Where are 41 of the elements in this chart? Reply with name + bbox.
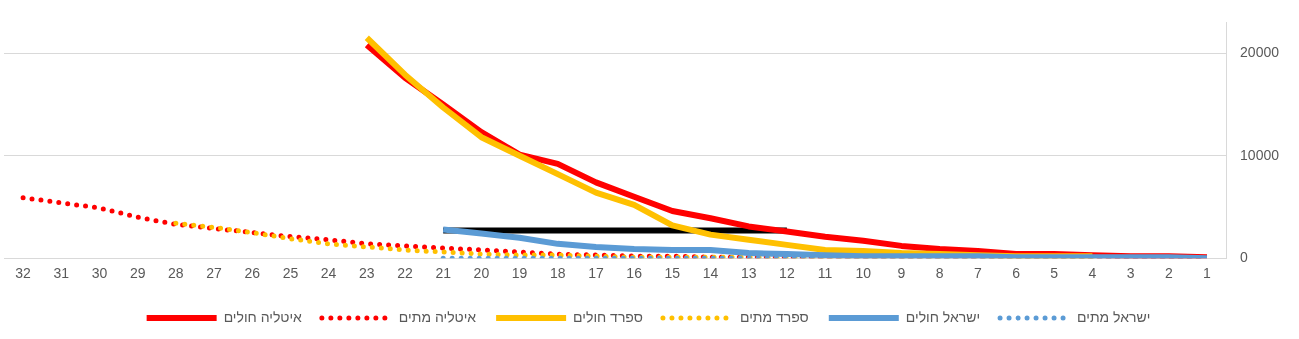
x-tick-label: 5 — [1050, 265, 1059, 282]
legend-label: ספרד מתים — [739, 308, 809, 325]
x-tick-label: 32 — [15, 265, 32, 282]
x-tick-label: 3 — [1126, 265, 1135, 282]
x-tick-label: 19 — [511, 265, 528, 282]
x-tick-label: 12 — [779, 265, 795, 282]
x-tick-label: 16 — [626, 265, 643, 282]
x-tick-label: 28 — [168, 265, 184, 282]
x-tick-label: 1 — [1203, 265, 1212, 282]
legend-label: ישראל מתים — [1077, 308, 1151, 325]
x-tick-label: 31 — [53, 265, 70, 282]
y-tick-label: 10000 — [1240, 146, 1280, 163]
x-tick-label: 27 — [206, 265, 223, 282]
x-tick-label: 24 — [320, 265, 337, 282]
y-tick-label: 20000 — [1240, 44, 1280, 61]
x-tick-label: 8 — [935, 265, 944, 282]
legend-label: איטליה חולים — [223, 308, 303, 325]
legend-label: איטליה מתים — [398, 308, 477, 325]
x-tick-label: 30 — [91, 265, 108, 282]
legend-label: ישראל חולים — [905, 308, 981, 325]
x-tick-label: 22 — [397, 265, 413, 282]
x-tick-label: 23 — [359, 265, 375, 282]
legend-label: ספרד חולים — [573, 308, 643, 325]
x-tick-label: 15 — [664, 265, 681, 282]
x-tick-label: 2 — [1164, 265, 1173, 282]
x-tick-label: 6 — [1012, 265, 1021, 282]
y-tick-label: 0 — [1240, 249, 1249, 266]
x-tick-label: 20 — [473, 265, 490, 282]
x-tick-label: 17 — [588, 265, 604, 282]
x-tick-label: 25 — [282, 265, 299, 282]
x-tick-label: 21 — [435, 265, 452, 282]
x-tick-label: 11 — [817, 265, 833, 282]
x-tick-label: 29 — [129, 265, 146, 282]
x-tick-label: 13 — [740, 265, 757, 282]
x-tick-label: 18 — [549, 265, 566, 282]
x-tick-label: 14 — [702, 265, 719, 282]
x-tick-label: 4 — [1088, 265, 1097, 282]
x-tick-label: 26 — [244, 265, 261, 282]
x-tick-label: 9 — [897, 265, 906, 282]
x-tick-label: 7 — [973, 265, 982, 282]
x-tick-label: 10 — [855, 265, 872, 282]
